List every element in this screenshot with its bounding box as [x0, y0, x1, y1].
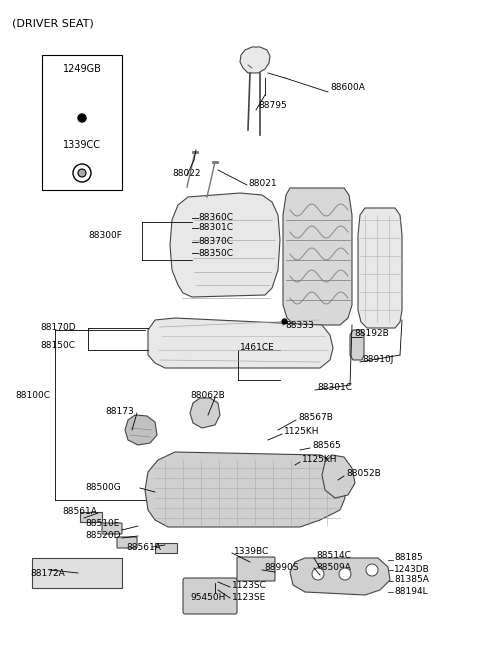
Text: 88509A: 88509A: [316, 563, 351, 572]
Text: 1339BC: 1339BC: [234, 546, 269, 556]
Text: 88500G: 88500G: [85, 482, 121, 491]
Circle shape: [366, 564, 378, 576]
Text: 88990S: 88990S: [264, 563, 299, 572]
Polygon shape: [322, 455, 355, 498]
Bar: [155, 543, 177, 553]
Text: 88510E: 88510E: [85, 519, 120, 528]
Polygon shape: [283, 188, 352, 325]
Text: 88567B: 88567B: [298, 413, 333, 422]
Text: 1123SE: 1123SE: [232, 593, 266, 602]
Text: 88910J: 88910J: [362, 356, 394, 365]
Polygon shape: [145, 452, 345, 527]
Text: 88370C: 88370C: [198, 238, 233, 247]
FancyBboxPatch shape: [237, 557, 275, 581]
Text: 88565: 88565: [312, 441, 341, 450]
Text: 88360C: 88360C: [198, 212, 233, 221]
Text: 1339CC: 1339CC: [63, 140, 101, 150]
Polygon shape: [358, 208, 402, 328]
Text: 88022: 88022: [172, 169, 201, 178]
Text: (DRIVER SEAT): (DRIVER SEAT): [12, 18, 94, 28]
Text: 1125KH: 1125KH: [302, 456, 337, 465]
Text: 88561A: 88561A: [62, 506, 97, 515]
Polygon shape: [190, 398, 220, 428]
Polygon shape: [290, 558, 390, 595]
Text: 88301C: 88301C: [317, 384, 352, 393]
Bar: [80, 512, 102, 522]
Polygon shape: [125, 415, 157, 445]
Circle shape: [339, 568, 351, 580]
Bar: [32, 558, 122, 588]
Text: 88150C: 88150C: [40, 341, 75, 350]
Polygon shape: [350, 330, 364, 360]
Text: 88520D: 88520D: [85, 530, 120, 539]
Text: 88100C: 88100C: [15, 391, 50, 400]
Text: 1125KH: 1125KH: [284, 428, 320, 437]
Circle shape: [73, 164, 91, 182]
Circle shape: [78, 114, 86, 122]
Text: 88021: 88021: [248, 178, 276, 188]
Polygon shape: [240, 47, 270, 73]
Bar: [42, 55, 122, 190]
Text: 88173: 88173: [105, 408, 134, 417]
FancyBboxPatch shape: [117, 537, 137, 548]
Polygon shape: [170, 193, 280, 297]
Text: 88062B: 88062B: [190, 391, 225, 400]
Text: 1461CE: 1461CE: [240, 343, 275, 352]
Text: 88194L: 88194L: [394, 587, 428, 596]
Text: 88795: 88795: [258, 101, 287, 110]
Text: 88052B: 88052B: [346, 469, 381, 478]
Text: 88350C: 88350C: [198, 249, 233, 258]
Text: 1123SC: 1123SC: [232, 582, 267, 591]
Text: 95450H: 95450H: [190, 593, 226, 602]
Text: 88600A: 88600A: [330, 84, 365, 93]
FancyBboxPatch shape: [102, 523, 122, 534]
Text: 88185: 88185: [394, 554, 423, 563]
Text: 81385A: 81385A: [394, 576, 429, 585]
Text: 1243DB: 1243DB: [394, 565, 430, 574]
Circle shape: [78, 169, 86, 177]
Text: 88170D: 88170D: [40, 323, 76, 332]
Text: 88172A: 88172A: [30, 569, 65, 578]
Text: 88561A: 88561A: [126, 543, 161, 552]
Text: 88301C: 88301C: [198, 223, 233, 232]
Text: 88300F: 88300F: [88, 232, 122, 241]
FancyBboxPatch shape: [183, 578, 237, 614]
Text: 88514C: 88514C: [316, 552, 351, 561]
Text: 88192B: 88192B: [354, 330, 389, 339]
Polygon shape: [148, 318, 333, 368]
Text: 1249GB: 1249GB: [62, 64, 101, 74]
Text: 88333: 88333: [285, 321, 314, 330]
Circle shape: [312, 568, 324, 580]
